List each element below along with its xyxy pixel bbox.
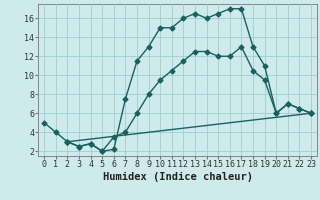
X-axis label: Humidex (Indice chaleur): Humidex (Indice chaleur) [103, 172, 252, 182]
